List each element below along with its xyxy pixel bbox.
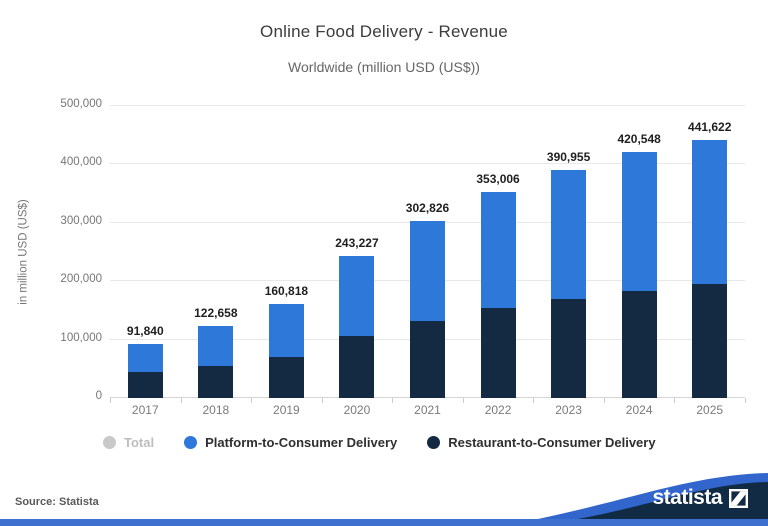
x-axis-label: 2023	[555, 403, 582, 417]
platform-legend-dot-icon	[184, 436, 198, 449]
restaurant-legend-dot-icon	[427, 436, 441, 449]
page-title: Online Food Delivery - Revenue	[260, 22, 508, 41]
footer-blue-bar	[0, 519, 768, 526]
bar-total-label: 441,622	[688, 120, 732, 135]
statista-logo-mark-icon	[729, 488, 748, 508]
y-tick-label: 100,000	[60, 331, 102, 344]
bar-segment-platform[interactable]	[551, 169, 587, 299]
x-axis-ticks	[110, 398, 746, 404]
bar-segment-platform[interactable]	[621, 152, 657, 292]
chart-legend: Total Platform-to-Consumer Delivery Rest…	[103, 435, 656, 450]
bar-total-label: 302,826	[405, 201, 450, 216]
x-axis-tick	[321, 398, 323, 403]
x-axis-label: 2022	[484, 403, 512, 417]
bar-stack[interactable]	[551, 169, 587, 398]
bar-total-label: 390,955	[546, 149, 591, 164]
bar-segment-platform[interactable]	[692, 140, 728, 284]
legend-label: Restaurant-to-Consumer Delivery	[448, 435, 656, 450]
plot-area: 91,840 122,658 160,818 243,227 302,826 353,00…	[110, 105, 745, 398]
x-axis-tick	[392, 398, 394, 403]
x-axis-tick	[180, 398, 182, 403]
bar-segment-restaurant[interactable]	[621, 291, 657, 398]
bar-stack[interactable]	[621, 152, 657, 398]
legend-item-restaurant-to-consumer[interactable]: Restaurant-to-Consumer Delivery	[427, 435, 656, 450]
chart-subtitle: Worldwide (million USD (US$))	[288, 59, 480, 75]
bar-stack[interactable]	[480, 191, 516, 398]
y-tick-label: 400,000	[60, 156, 102, 169]
x-axis-label: 2018	[202, 403, 230, 417]
y-tick-label: 200,000	[60, 273, 102, 286]
bar-segment-platform[interactable]	[410, 221, 445, 321]
statista-logo-text: statista	[652, 486, 722, 509]
x-axis-tick	[462, 398, 464, 403]
x-axis-label: 2019	[273, 403, 300, 417]
bar-total-label: 243,227	[335, 235, 379, 250]
x-axis-tick	[533, 398, 535, 403]
legend-label: Platform-to-Consumer Delivery	[205, 435, 398, 450]
bar-segment-platform[interactable]	[127, 344, 163, 373]
bar-stack[interactable]	[198, 326, 234, 398]
gridline	[110, 163, 745, 165]
bar-segment-platform[interactable]	[198, 326, 234, 367]
bar-stack[interactable]	[339, 255, 375, 398]
bar-total-label: 420,548	[617, 132, 661, 147]
legend-item-total[interactable]: Total	[103, 435, 154, 450]
source-attribution: Source: Statista	[15, 496, 99, 508]
bar-total-label: 122,658	[194, 306, 238, 321]
x-axis-tick	[745, 398, 746, 403]
bar-total-label: 91,840	[126, 324, 164, 339]
x-axis-tick	[110, 398, 111, 403]
bar-segment-restaurant[interactable]	[692, 283, 728, 398]
bar-stack[interactable]	[268, 304, 304, 398]
bar-segment-restaurant[interactable]	[480, 308, 516, 398]
bar-stack[interactable]	[410, 221, 445, 398]
bar-stack[interactable]	[692, 140, 728, 398]
y-tick-label: 500,000	[60, 98, 102, 110]
y-tick-label: 300,000	[60, 214, 102, 227]
bar-stack[interactable]	[127, 344, 163, 398]
statista-footer-swoosh	[538, 473, 768, 519]
statista-logo: statista	[652, 486, 748, 510]
total-legend-dot-icon	[103, 436, 116, 449]
bar-segment-restaurant[interactable]	[410, 320, 445, 398]
y-axis-title: in million USD (US$)	[14, 106, 34, 398]
x-axis-label: 2024	[625, 403, 653, 417]
bar-segment-platform[interactable]	[268, 304, 304, 358]
gridline	[110, 105, 745, 106]
bar-segment-platform[interactable]	[339, 255, 375, 336]
y-tick-label: 0	[95, 390, 102, 402]
x-axis-tick	[603, 398, 605, 403]
x-axis-label: 2017	[131, 403, 159, 417]
bar-segment-restaurant[interactable]	[268, 357, 304, 398]
legend-label: Total	[124, 435, 155, 450]
bar-total-label: 353,006	[476, 171, 520, 186]
x-axis-labels: 2017 2018 2019 2020 2021 2022 2023 2024 2025	[110, 403, 745, 419]
x-axis-label: 2025	[696, 403, 724, 417]
bar-segment-restaurant[interactable]	[127, 372, 163, 398]
x-axis-label: 2020	[343, 403, 371, 417]
bar-segment-platform[interactable]	[480, 191, 516, 309]
bar-segment-restaurant[interactable]	[339, 335, 375, 398]
legend-item-platform-to-consumer[interactable]: Platform-to-Consumer Delivery	[184, 435, 397, 450]
x-axis-tick	[674, 398, 676, 403]
bar-segment-restaurant[interactable]	[198, 366, 234, 398]
y-axis-title-text: in million USD (US$)	[18, 199, 30, 305]
y-axis-labels: 0 100,000 200,000 300,000 400,000 500,000	[40, 98, 102, 402]
x-axis-tick	[251, 398, 253, 403]
x-axis-label: 2021	[414, 403, 441, 417]
bar-segment-restaurant[interactable]	[551, 298, 587, 398]
bar-total-label: 160,818	[264, 284, 309, 299]
